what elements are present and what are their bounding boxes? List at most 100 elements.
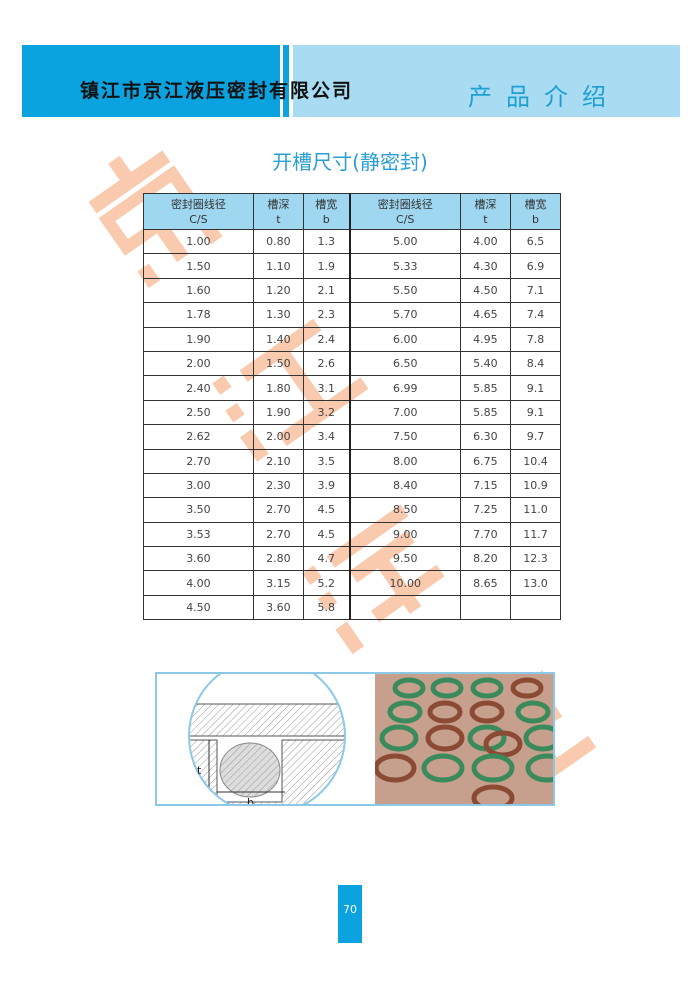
table-cell: 4.5 <box>302 521 351 548</box>
header-band-dark <box>22 45 280 117</box>
table-cell: 1.30 <box>252 302 304 328</box>
table-cell: 4.50 <box>459 277 511 304</box>
table-cell: 8.00 <box>348 448 461 474</box>
column-header: 槽深 t <box>252 193 304 230</box>
table-cell: 2.10 <box>252 448 304 474</box>
table-cell: 1.50 <box>252 350 304 377</box>
header-band-divider <box>283 45 289 117</box>
table-cell: 0.80 <box>252 228 304 255</box>
table-cell: 2.70 <box>143 448 254 474</box>
table-cell: 6.9 <box>509 253 562 279</box>
section-title: 产品介绍 <box>468 83 620 111</box>
table-cell: 4.65 <box>459 302 511 328</box>
table-cell: 1.40 <box>252 326 304 352</box>
table-cell <box>459 594 511 621</box>
table-cell: 8.65 <box>459 570 511 596</box>
column-header-line: 密封圈线径 <box>377 197 433 211</box>
table-cell: 1.80 <box>252 375 304 401</box>
table-cell: 2.6 <box>302 350 351 377</box>
table-cell: 4.50 <box>143 594 254 621</box>
table-cell: 3.60 <box>143 546 254 572</box>
o-ring-photo <box>375 674 553 804</box>
table-cell: 2.50 <box>143 399 254 426</box>
page-title: 开槽尺寸(静密封) <box>272 150 428 174</box>
table-row: 1.78 1.30 2.3 5.70 4.65 7.4 <box>143 302 562 328</box>
column-header-line: C/S <box>189 212 208 226</box>
table-cell: 10.4 <box>509 448 562 474</box>
table-row: 2.62 2.00 3.4 7.50 6.30 9.7 <box>143 424 562 450</box>
table-cell: 3.00 <box>143 472 254 499</box>
table-cell: 3.9 <box>302 472 351 499</box>
table-cell: 1.50 <box>143 253 254 279</box>
table-row: 2.40 1.80 3.1 6.99 5.85 9.1 <box>143 375 562 401</box>
table-row: 3.50 2.70 4.5 8.50 7.25 11.0 <box>143 497 562 523</box>
table-cell: 2.70 <box>252 497 304 523</box>
column-header: 槽深 t <box>459 193 511 230</box>
table-row: 1.90 1.40 2.4 6.00 4.95 7.8 <box>143 326 562 352</box>
table-row: 3.60 2.80 4.7 9.50 8.20 12.3 <box>143 546 562 572</box>
table-cell: 2.40 <box>143 375 254 401</box>
figure-panel: t b <box>155 672 555 806</box>
table-cell: 1.78 <box>143 302 254 328</box>
table-cell: 4.00 <box>459 228 511 255</box>
table-cell: 5.33 <box>348 253 461 279</box>
table-cell: 4.00 <box>143 570 254 596</box>
table-cell: 9.50 <box>348 546 461 572</box>
table-cell: 7.15 <box>459 472 511 499</box>
table-cell: 1.90 <box>252 399 304 426</box>
table-cell: 7.1 <box>509 277 562 304</box>
table-cell: 6.75 <box>459 448 511 474</box>
table-cell: 1.00 <box>143 228 254 255</box>
table-cell: 3.53 <box>143 521 254 548</box>
table-cell: 6.5 <box>509 228 562 255</box>
groove-dimension-table: 密封圈线径 C/S 槽深 t 槽宽 b 密封圈线径 C/S 槽深 t 槽宽 b 1.00 0.80 1.3… <box>143 193 562 621</box>
company-name: 镇江市京江液压密封有限公司 <box>80 80 354 102</box>
table-cell: 13.0 <box>509 570 562 596</box>
table-cell: 9.7 <box>509 424 562 450</box>
column-header-line: b <box>322 212 330 226</box>
column-header-line: 槽宽 <box>524 197 547 211</box>
table-row: 2.70 2.10 3.5 8.00 6.75 10.4 <box>143 448 562 474</box>
table-row: 1.50 1.10 1.9 5.33 4.30 6.9 <box>143 253 562 279</box>
table-cell: 5.85 <box>459 375 511 401</box>
table-cell: 3.50 <box>143 497 254 523</box>
table-cell: 5.2 <box>302 570 351 596</box>
table-cell: 6.30 <box>459 424 511 450</box>
table-cell: 2.30 <box>252 472 304 499</box>
table-cell: 8.50 <box>348 497 461 523</box>
table-cell: 2.80 <box>252 546 304 572</box>
dimension-label-b: b <box>247 796 254 804</box>
table-cell: 9.1 <box>509 399 562 426</box>
column-header-line: 槽宽 <box>315 197 338 211</box>
table-header-row: 密封圈线径 C/S 槽深 t 槽宽 b 密封圈线径 C/S 槽深 t 槽宽 b <box>143 193 562 230</box>
column-header-line: b <box>531 212 539 226</box>
table-cell: 6.99 <box>348 375 461 401</box>
column-header-line: t <box>276 212 281 226</box>
table-cell: 3.15 <box>252 570 304 596</box>
table-cell: 9.00 <box>348 521 461 548</box>
table-cell: 8.40 <box>348 472 461 499</box>
table-cell: 5.85 <box>459 399 511 426</box>
table-row: 3.00 2.30 3.9 8.40 7.15 10.9 <box>143 472 562 499</box>
table-cell: 6.50 <box>348 350 461 377</box>
table-cell: 11.0 <box>509 497 562 523</box>
dimension-label-t: t <box>197 764 202 777</box>
table-cell: 5.00 <box>348 228 461 255</box>
table-cell: 3.2 <box>302 399 351 426</box>
table-cell: 5.70 <box>348 302 461 328</box>
column-header-line: t <box>483 212 488 226</box>
column-header-line: 密封圈线径 <box>170 197 226 211</box>
table-cell: 10.00 <box>348 570 461 596</box>
table-cell: 4.30 <box>459 253 511 279</box>
column-header-line: 槽深 <box>474 197 497 211</box>
header-band-light <box>293 45 680 117</box>
table-cell: 3.1 <box>302 375 351 401</box>
table-cell <box>509 594 562 621</box>
table-cell: 2.00 <box>252 424 304 450</box>
table-cell: 7.8 <box>509 326 562 352</box>
table-cell: 1.10 <box>252 253 304 279</box>
column-header-line: C/S <box>396 212 415 226</box>
table-cell: 5.40 <box>459 350 511 377</box>
column-header: 槽宽 b <box>509 193 562 230</box>
table-cell: 1.90 <box>143 326 254 352</box>
